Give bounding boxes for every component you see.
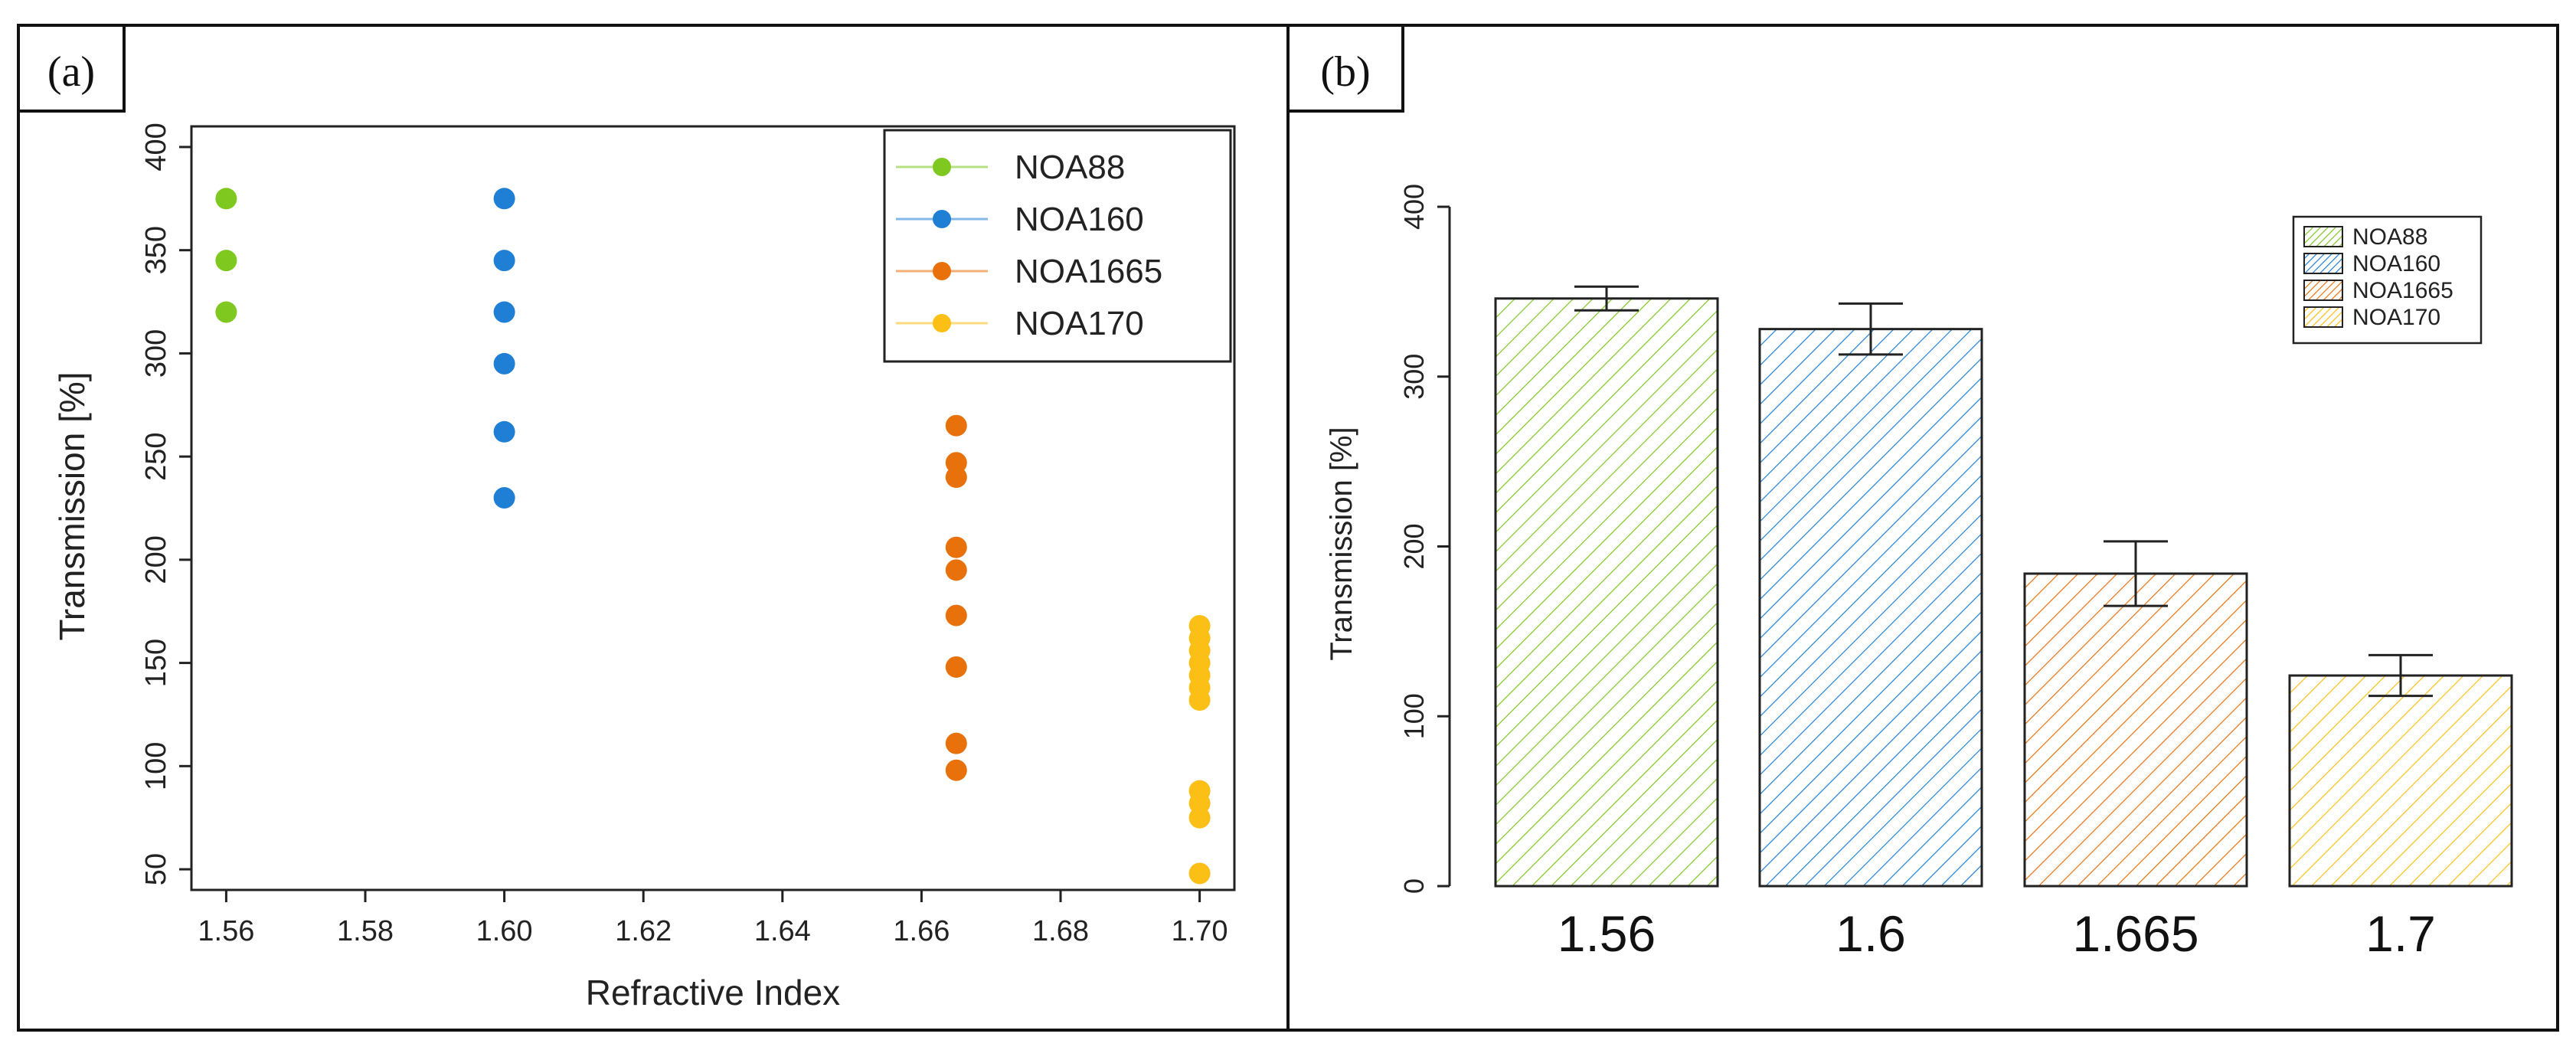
x-tick-label: 1.7 [2365, 905, 2436, 962]
x-tick-label: 1.56 [1558, 905, 1656, 962]
y-axis-label: Transmission [%] [1325, 427, 1358, 660]
data-point-noa170 [1188, 862, 1211, 885]
data-point-noa1665 [945, 466, 967, 489]
data-point-noa1665 [945, 604, 967, 626]
x-tick-label: 1.68 [1032, 915, 1089, 947]
data-point-noa170 [1188, 689, 1211, 711]
data-point-noa88 [215, 250, 237, 272]
scatter-plot: 1.56 1.58 1.60 1.62 1.64 1.66 1.68 1.70 50 100 15… [52, 123, 1236, 1012]
data-points [215, 188, 1211, 885]
panel-a-label-box [17, 24, 126, 113]
legend-label: NOA1665 [1015, 253, 1162, 290]
y-tick-label: 400 [1398, 184, 1430, 230]
x-tick-label: 1.62 [615, 915, 672, 947]
data-point-noa160 [493, 188, 515, 210]
legend-label: NOA88 [1015, 149, 1125, 186]
y-tick-label: 200 [140, 535, 172, 584]
data-point-noa160 [493, 352, 515, 375]
y-tick-label: 400 [140, 123, 172, 171]
x-axis-tick-labels: 1.56 1.6 1.665 1.7 [1558, 905, 2436, 962]
data-point-noa1665 [945, 759, 967, 781]
data-point-noa88 [215, 301, 237, 323]
y-tick-label: 50 [140, 853, 172, 885]
bar-plot: 0 100 200 300 400 1.56 1.6 1.665 1.7 Transmissi… [1325, 184, 2513, 962]
legend-swatch [2303, 306, 2343, 328]
panel-a-label: (a) [47, 48, 95, 96]
x-tick-label: 1.64 [754, 915, 811, 947]
legend-label: NOA170 [1015, 305, 1144, 342]
x-tick-label: 1.60 [476, 915, 533, 947]
legend-label: NOA160 [2352, 251, 2440, 276]
data-point-noa170 [1188, 806, 1211, 829]
legend-label: NOA160 [1015, 201, 1144, 238]
plot-a-box [190, 125, 1236, 891]
y-tick-label: 250 [140, 432, 172, 480]
legend-swatch [2303, 280, 2343, 301]
panel-b-label-box [1286, 24, 1404, 113]
bar-noa170 [2288, 674, 2513, 888]
y-tick-label: 0 [1398, 878, 1430, 894]
data-point-noa1665 [945, 559, 967, 581]
x-tick-label: 1.66 [893, 915, 950, 947]
x-tick-label: 1.6 [1836, 905, 1906, 962]
data-point-noa1665 [945, 732, 967, 754]
y-axis-ticks: 50 100 150 200 250 300 350 400 [140, 123, 191, 885]
x-tick-label: 1.70 [1172, 915, 1228, 947]
y-tick-label: 100 [140, 742, 172, 790]
legend-marker [933, 210, 951, 228]
bar-noa1665 [2023, 572, 2248, 888]
y-tick-label: 100 [1398, 693, 1430, 739]
legend-marker [933, 158, 951, 176]
data-point-noa160 [493, 250, 515, 272]
x-axis-ticks: 1.56 1.58 1.60 1.62 1.64 1.66 1.68 1.70 [198, 890, 1228, 947]
x-axis-label: Refractive Index [586, 973, 840, 1012]
data-point-noa88 [215, 188, 237, 210]
x-tick-label: 1.58 [337, 915, 394, 947]
legend-label: NOA170 [2352, 305, 2440, 330]
legend-marker [933, 314, 951, 332]
data-point-noa1665 [945, 414, 967, 437]
bar-noa160 [1758, 328, 1983, 888]
y-tick-label: 200 [1398, 523, 1430, 569]
y-tick-label: 350 [140, 226, 172, 274]
y-tick-label: 150 [140, 639, 172, 687]
legend: NOA88 NOA160 NOA1665 NOA170 [883, 129, 1232, 363]
legend-swatch [2303, 226, 2343, 247]
data-point-noa1665 [945, 536, 967, 558]
data-point-noa160 [493, 487, 515, 509]
panel-b-label: (b) [1320, 48, 1370, 96]
data-point-noa160 [493, 420, 515, 443]
y-axis-label: Transmission [%] [52, 371, 92, 640]
y-tick-label: 300 [1398, 354, 1430, 400]
legend-label: NOA88 [2352, 224, 2427, 250]
legend-label: NOA1665 [2352, 278, 2453, 303]
y-axis: 0 100 200 300 400 [1398, 184, 1451, 894]
legend-swatch [2303, 253, 2343, 274]
data-point-noa1665 [945, 656, 967, 678]
legend-marker [933, 262, 951, 280]
x-tick-label: 1.665 [2072, 905, 2198, 962]
y-tick-label: 300 [140, 329, 172, 378]
bar-noa88 [1494, 297, 1719, 888]
data-point-noa160 [493, 301, 515, 323]
x-tick-label: 1.56 [198, 915, 254, 947]
bars [1494, 285, 2513, 888]
